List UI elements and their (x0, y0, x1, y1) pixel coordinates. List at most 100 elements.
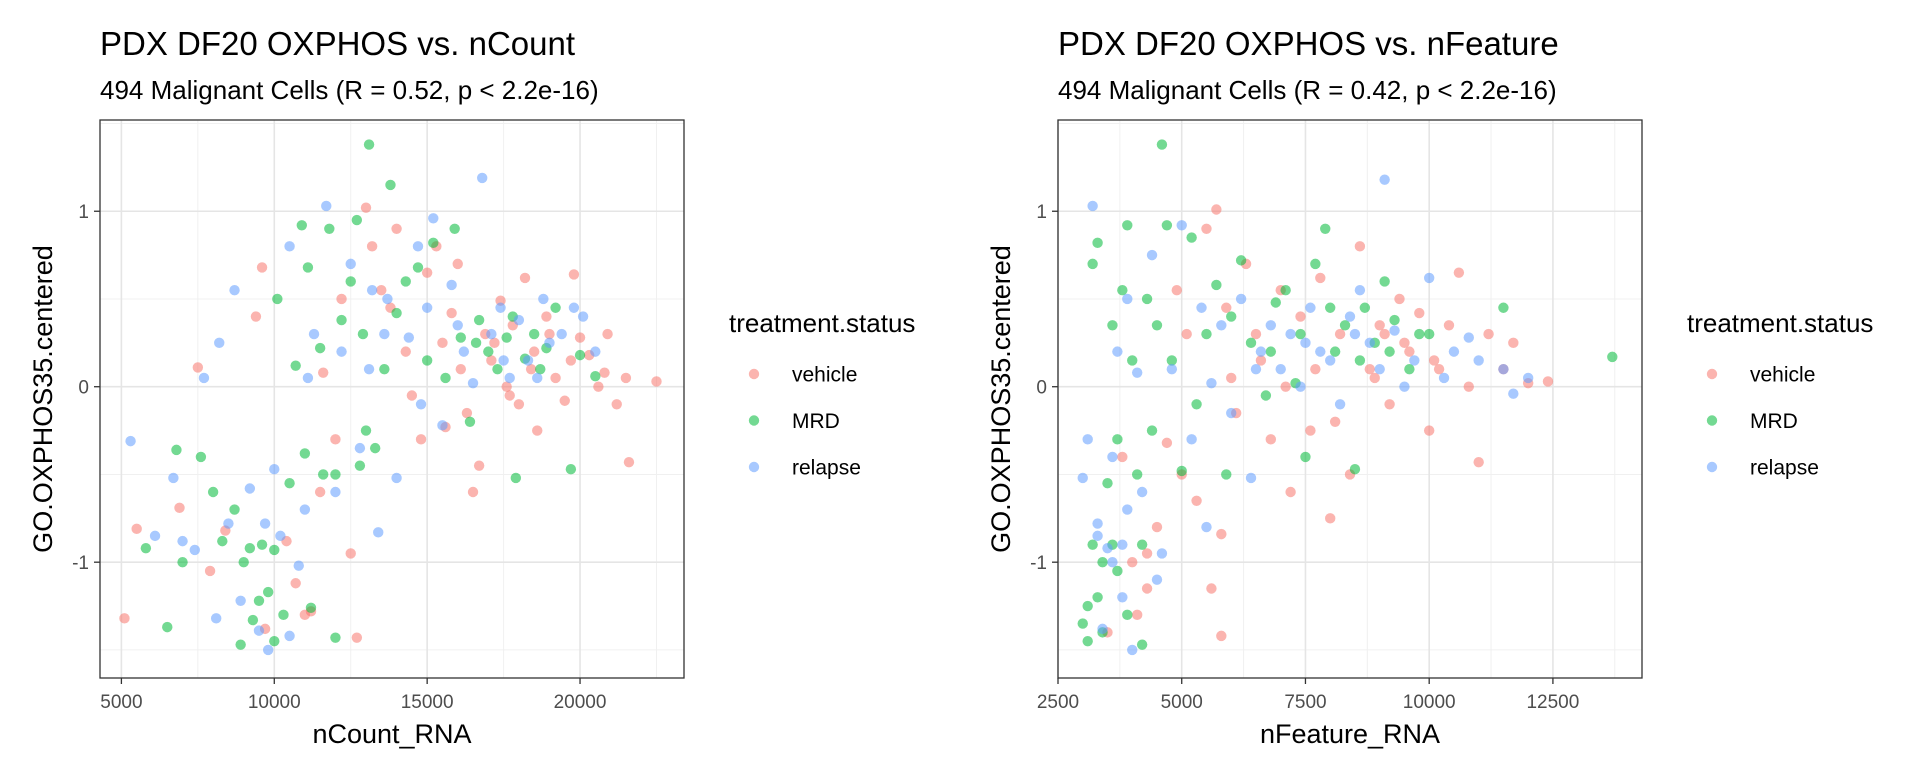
x-tick-label: 15000 (401, 692, 454, 713)
data-point-relapse (476, 172, 488, 184)
data-point-relapse (189, 544, 200, 556)
data-point-relapse (308, 328, 320, 340)
data-point-relapse (1112, 346, 1123, 357)
data-point-relapse (1389, 325, 1400, 336)
data-point-relapse (1250, 363, 1262, 375)
y-tick-label: 1 (1036, 202, 1047, 223)
data-point-vehicle (318, 367, 329, 378)
data-point-vehicle (421, 267, 433, 278)
y-axis-title: GO.OXPHOS35.centered (28, 245, 58, 553)
data-point-vehicle (1384, 399, 1395, 410)
data-point-relapse (1409, 355, 1420, 366)
x-tick-label: 10000 (248, 692, 301, 713)
data-point-relapse (1354, 285, 1366, 296)
data-point-relapse (403, 332, 415, 343)
data-point-relapse (244, 483, 256, 494)
data-point-mrd (464, 416, 476, 428)
chart-title: PDX DF20 OXPHOS vs. nCount (100, 25, 575, 62)
data-point-vehicle (351, 632, 363, 643)
series-mrd (1077, 139, 1618, 650)
data-point-vehicle (461, 407, 473, 419)
data-point-vehicle (544, 328, 555, 340)
x-axis-title: nFeature_RNA (1260, 719, 1440, 749)
data-point-vehicle (568, 269, 580, 280)
data-point-vehicle (519, 272, 531, 284)
data-point-relapse (446, 279, 457, 291)
chart-panel-2: PDX DF20 OXPHOS vs. nFeature 494 Malignan… (986, 25, 1873, 749)
data-point-mrd (140, 542, 152, 554)
data-point-relapse (345, 258, 356, 270)
data-point-mrd (1498, 302, 1509, 313)
data-point-vehicle (452, 258, 463, 270)
data-point-mrd (385, 179, 396, 191)
data-point-relapse (1399, 381, 1410, 392)
data-point-vehicle (565, 355, 577, 366)
data-point-mrd (400, 276, 411, 287)
data-point-mrd (284, 478, 295, 489)
data-point-mrd (1117, 285, 1128, 296)
data-point-mrd (269, 635, 280, 647)
data-point-vehicle (1216, 528, 1227, 540)
data-point-mrd (473, 314, 485, 326)
data-point-mrd (1389, 314, 1400, 326)
data-point-mrd (1107, 320, 1118, 331)
data-point-vehicle (1171, 285, 1182, 296)
plot-background (1058, 120, 1642, 678)
data-point-relapse (1334, 399, 1346, 410)
data-point-mrd (217, 535, 228, 547)
legend-label-vehicle: vehicle (1750, 364, 1815, 387)
data-point-relapse (590, 346, 601, 357)
series-relapse (125, 172, 601, 656)
data-point-mrd (290, 360, 301, 371)
data-point-vehicle (1127, 556, 1138, 568)
data-point-vehicle (1181, 328, 1192, 340)
data-point-vehicle (1211, 204, 1222, 215)
data-point-mrd (314, 342, 326, 354)
data-point-vehicle (455, 363, 466, 375)
data-point-mrd (1226, 311, 1237, 322)
data-point-relapse (415, 399, 427, 410)
data-point-mrd (1092, 237, 1103, 249)
data-point-vehicle (1542, 376, 1554, 387)
data-point-mrd (1359, 302, 1371, 313)
y-tick-label: -1 (1030, 553, 1047, 574)
data-point-mrd (1211, 279, 1222, 291)
data-point-vehicle (1453, 267, 1465, 278)
data-point-relapse (1498, 363, 1509, 375)
legend-key-mrd (748, 415, 760, 426)
data-point-vehicle (541, 311, 552, 322)
data-point-mrd (229, 504, 240, 515)
data-point-mrd (565, 463, 577, 475)
data-point-vehicle (345, 548, 356, 559)
data-point-relapse (1122, 293, 1133, 305)
data-point-relapse (1196, 302, 1207, 313)
data-point-mrd (1404, 363, 1415, 375)
data-point-vehicle (1250, 328, 1262, 340)
data-point-vehicle (1364, 363, 1375, 375)
data-point-vehicle (1305, 425, 1316, 436)
data-point-relapse (177, 535, 188, 547)
data-point-mrd (1280, 285, 1291, 296)
data-point-mrd (1122, 220, 1133, 231)
data-point-vehicle (1255, 355, 1267, 366)
data-point-vehicle (204, 565, 216, 577)
data-point-relapse (1201, 521, 1212, 533)
data-point-relapse (1300, 337, 1311, 349)
data-point-vehicle (1329, 416, 1341, 428)
data-point-relapse (330, 486, 341, 498)
data-point-mrd (247, 614, 259, 626)
data-point-mrd (1136, 539, 1148, 550)
data-point-relapse (1127, 644, 1138, 656)
data-point-mrd (1310, 258, 1321, 270)
data-point-relapse (421, 302, 433, 313)
data-point-vehicle (486, 355, 497, 366)
data-point-relapse (1131, 367, 1143, 378)
data-point-relapse (125, 435, 136, 447)
data-point-relapse (354, 442, 366, 454)
data-point-mrd (1607, 351, 1618, 363)
data-point-mrd (162, 621, 173, 633)
data-point-vehicle (290, 578, 301, 589)
data-point-relapse (1117, 539, 1128, 550)
data-point-mrd (1102, 478, 1113, 489)
data-point-vehicle (366, 241, 378, 252)
